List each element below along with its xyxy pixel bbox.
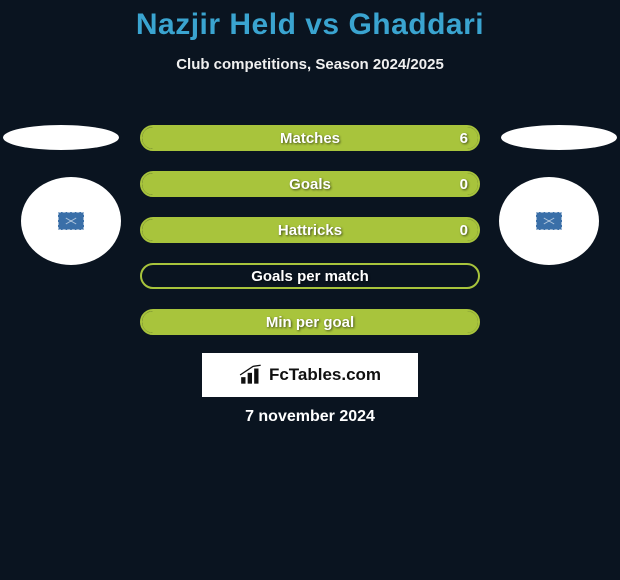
stat-right-value: 0 bbox=[460, 176, 468, 193]
stat-row-goals-per-match: Goals per match bbox=[140, 263, 480, 289]
stat-label: Hattricks bbox=[278, 222, 342, 239]
watermark[interactable]: FcTables.com bbox=[202, 353, 418, 397]
stat-row-hattricks: Hattricks 0 bbox=[140, 217, 480, 243]
stat-row-goals: Goals 0 bbox=[140, 171, 480, 197]
stat-label: Matches bbox=[280, 130, 340, 147]
watermark-text: FcTables.com bbox=[269, 365, 381, 385]
placeholder-image-icon bbox=[536, 212, 562, 230]
placeholder-image-icon bbox=[58, 212, 84, 230]
player-right-avatar bbox=[499, 177, 599, 265]
stat-label: Min per goal bbox=[266, 314, 354, 331]
player-left-avatar bbox=[21, 177, 121, 265]
page-title: Nazjir Held vs Ghaddari bbox=[0, 0, 620, 42]
stat-label: Goals per match bbox=[251, 268, 369, 285]
stat-row-matches: Matches 6 bbox=[140, 125, 480, 151]
stat-right-value: 6 bbox=[460, 130, 468, 147]
stat-right-value: 0 bbox=[460, 222, 468, 239]
player-left-avatar-base bbox=[3, 125, 119, 150]
date-label: 7 november 2024 bbox=[0, 408, 620, 426]
stat-row-min-per-goal: Min per goal bbox=[140, 309, 480, 335]
stat-label: Goals bbox=[289, 176, 331, 193]
page-subtitle: Club competitions, Season 2024/2025 bbox=[0, 56, 620, 73]
stats-container: Matches 6 Goals 0 Hattricks 0 Goals per … bbox=[140, 125, 480, 355]
player-right-avatar-base bbox=[501, 125, 617, 150]
bar-chart-icon bbox=[239, 364, 265, 386]
